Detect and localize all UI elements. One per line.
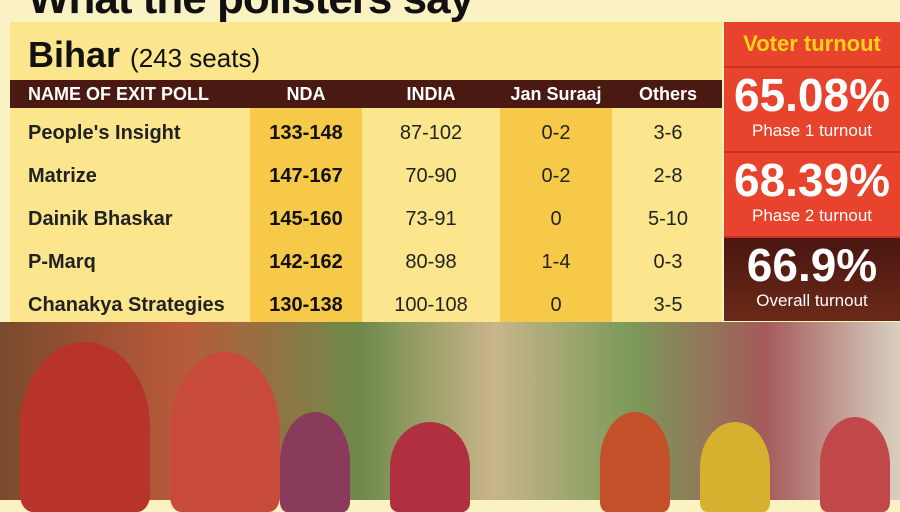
poll-name: Chanakya Strategies [28,294,225,316]
state-name: Bihar [28,34,121,75]
turnout-phase1: 65.08% Phase 1 turnout [724,66,900,151]
table-row: P-Marq 142-162 80-98 1-4 0-3 [10,241,722,284]
state-heading: Bihar (243 seats) [28,34,260,76]
page-title: What the pollsters say [28,0,474,24]
india-seats: 100-108 [394,294,468,316]
turnout-label: Overall turnout [756,291,868,310]
header-jan-suraaj: Jan Suraaj [510,83,602,104]
jan-suraaj-seats: 0 [550,208,562,230]
india-seats: 80-98 [405,251,457,273]
turnout-heading: Voter turnout [724,22,900,66]
nda-seats: 142-162 [269,251,343,273]
header-nda: NDA [286,83,326,104]
others-seats: 2-8 [653,165,683,187]
poll-name: Dainik Bhaskar [28,208,173,230]
table-row: People's Insight 133-148 87-102 0-2 3-6 [10,112,722,155]
voters-photo [0,322,900,512]
poll-name: P-Marq [28,251,96,273]
table-row: Matrize 147-167 70-90 0-2 2-8 [10,155,722,198]
header-others: Others [638,83,698,104]
header-name: NAME OF EXIT POLL [28,83,210,104]
nda-column-shade [250,108,362,322]
jan-suraaj-column-shade [500,108,612,322]
nda-seats: 130-138 [269,294,343,316]
others-seats: 3-5 [653,294,683,316]
table-header: NAME OF EXIT POLL NDA INDIA Jan Suraaj O… [10,80,722,108]
turnout-value: 66.9% [746,239,878,291]
nda-seats: 147-167 [269,165,343,187]
india-seats: 73-91 [405,208,457,230]
jan-suraaj-seats: 0-2 [541,165,571,187]
nda-seats: 133-148 [269,122,343,144]
india-seats: 70-90 [405,165,457,187]
turnout-label: Phase 2 turnout [751,206,873,225]
state-seats: (243 seats) [130,43,261,73]
india-seats: 87-102 [399,122,463,144]
jan-suraaj-seats: 1-4 [541,251,571,273]
table-row: Dainik Bhaskar 145-160 73-91 0 5-10 [10,198,722,241]
turnout-value: 68.39% [733,154,890,206]
poll-name: Matrize [28,165,97,187]
poll-name: People's Insight [28,122,181,144]
turnout-phase2: 68.39% Phase 2 turnout [724,151,900,236]
nda-seats: 145-160 [269,208,343,230]
header-india: INDIA [406,83,456,104]
jan-suraaj-seats: 0-2 [541,122,571,144]
others-seats: 5-10 [647,208,689,230]
turnout-label: Phase 1 turnout [751,121,873,140]
others-seats: 3-6 [653,122,683,144]
turnout-panel: Voter turnout 65.08% Phase 1 turnout 68.3… [724,22,900,322]
turnout-overall: 66.9% Overall turnout [724,236,900,321]
table-row: Chanakya Strategies 130-138 100-108 0 3-5 [10,284,722,327]
others-seats: 0-3 [653,251,683,273]
jan-suraaj-seats: 0 [550,294,562,316]
turnout-value: 65.08% [733,69,890,121]
